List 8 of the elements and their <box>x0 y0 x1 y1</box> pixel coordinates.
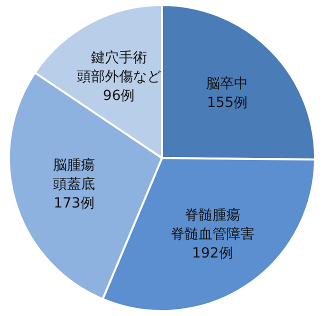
slice-label: 脊髄腫瘍脊髄血管障害 <box>170 208 254 243</box>
data-label: 192例 <box>192 246 233 262</box>
data-label: 173例 <box>54 195 94 212</box>
data-label: 155例 <box>206 94 248 111</box>
slice-label: 脳卒中 <box>206 76 248 92</box>
slice-label: 脳腫瘍頭蓋底 <box>53 157 96 192</box>
slice-label: 鍵穴手術頭部外傷など <box>76 50 161 85</box>
data-label: 96例 <box>102 88 135 104</box>
